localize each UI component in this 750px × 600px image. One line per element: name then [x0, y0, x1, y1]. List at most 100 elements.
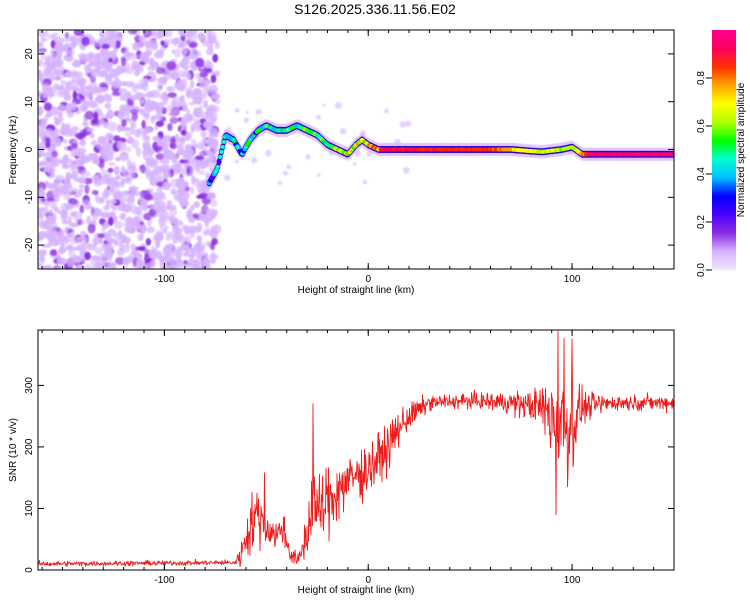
noise-blob [38, 30, 47, 38]
noise-blob [98, 236, 104, 245]
noise-blob [177, 220, 184, 226]
noise-blob [185, 145, 190, 152]
noise-blob [92, 175, 100, 185]
noise-blob [71, 171, 77, 180]
noise-blob [104, 30, 115, 38]
noise-blob [72, 71, 77, 78]
noise-blob [68, 198, 78, 205]
noise-blob [62, 155, 69, 165]
noise-blob [99, 118, 104, 125]
noise-blob [121, 190, 130, 195]
noise-blob [63, 139, 68, 144]
noise-blob [180, 118, 188, 129]
noise-blob [169, 116, 179, 124]
noise-blob [164, 181, 169, 187]
noise-blob [38, 128, 46, 138]
noise-blob [210, 199, 218, 207]
noise-blob [115, 257, 125, 265]
spectrogram-ytick-label: -20 [24, 237, 35, 252]
noise-blob [74, 158, 82, 166]
noise-blob [104, 93, 113, 103]
noise-blob [177, 259, 184, 265]
noise-blob [50, 249, 58, 256]
noise-blob [79, 204, 85, 214]
noise-blob [122, 107, 131, 115]
noise-blob [174, 228, 180, 239]
trace-core [215, 164, 220, 169]
noise-blob [69, 162, 76, 168]
noise-blob [104, 102, 112, 110]
noise-blob [170, 137, 176, 143]
noise-blob [211, 193, 216, 200]
noise-blob [181, 151, 189, 156]
noise-blob [135, 147, 142, 158]
noise-blob [148, 40, 158, 48]
noise-blob [105, 36, 114, 41]
snr-ytick-label: 100 [24, 500, 35, 517]
noise-blob [137, 234, 144, 242]
noise-blob [143, 144, 152, 155]
noise-blob [88, 53, 94, 62]
noise-blob [114, 40, 121, 49]
noise-blob [52, 265, 62, 269]
noise-blob [47, 33, 56, 40]
noise-blob [162, 172, 171, 179]
snr-xlabel: Height of straight line (km) [298, 585, 415, 596]
noise-blob [212, 53, 219, 63]
trace-core [220, 144, 225, 149]
snr-ylabel: SNR (10 * v/v) [8, 418, 19, 482]
noise-blob [152, 31, 162, 36]
noise-blob [101, 43, 110, 50]
noise-blob [185, 248, 192, 253]
noise-blob [179, 60, 186, 67]
noise-blob [142, 30, 152, 38]
noise-blob [328, 150, 335, 156]
noise-blob [94, 246, 103, 255]
noise-blob [158, 92, 165, 101]
noise-blob [234, 159, 239, 164]
colorbar-tick-label: 0.8 [696, 71, 707, 85]
noise-blob [197, 251, 205, 260]
noise-blob [43, 102, 52, 112]
noise-blob [53, 116, 58, 121]
noise-blob [125, 176, 131, 183]
noise-blob [72, 90, 78, 101]
noise-blob [315, 114, 322, 120]
noise-blob [188, 30, 198, 35]
noise-blob [182, 49, 187, 56]
noise-blob [141, 224, 147, 233]
noise-blob [163, 145, 169, 154]
noise-blob [156, 250, 163, 260]
noise-blob [130, 95, 137, 101]
noise-blob [107, 110, 112, 119]
noise-blob [354, 150, 362, 157]
noise-blob [196, 222, 203, 233]
noise-blob [47, 61, 54, 69]
spectrogram-ytick-label: 10 [24, 96, 35, 108]
noise-blob [208, 155, 216, 163]
noise-blob [92, 212, 98, 222]
noise-blob [394, 138, 401, 146]
noise-blob [129, 125, 135, 135]
noise-blob [47, 92, 56, 98]
noise-blob [207, 227, 217, 234]
noise-blob [105, 151, 114, 161]
noise-blob [101, 174, 110, 185]
noise-blob [72, 149, 77, 156]
noise-blob [383, 108, 390, 114]
noise-blob [131, 82, 138, 93]
noise-blob [316, 173, 321, 178]
noise-blob [59, 44, 69, 52]
colorbar: 0.0 0.2 0.4 0.6 0.8 Normalized spectral ampl… [696, 30, 747, 277]
noise-blob [101, 211, 111, 218]
noise-blob [114, 76, 120, 82]
noise-blob [110, 177, 117, 185]
noise-blob [179, 263, 190, 268]
noise-blob [178, 235, 187, 244]
noise-blob [63, 164, 70, 170]
noise-blob [97, 233, 107, 239]
noise-blob [121, 234, 127, 244]
noise-blob [45, 197, 56, 202]
noise-blob [81, 199, 91, 206]
